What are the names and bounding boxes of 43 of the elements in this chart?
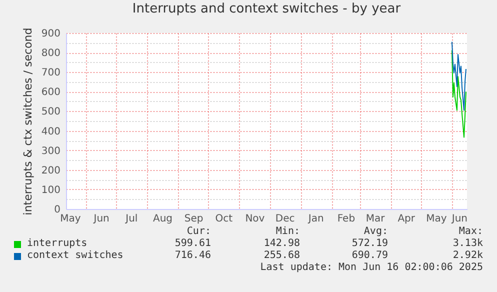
x-tick-label: Feb — [337, 214, 356, 224]
text: 3.13k — [452, 238, 483, 250]
x-tick-label: Jun — [92, 214, 110, 224]
x-tick-label: Aug — [152, 214, 173, 224]
x-tick-label: Apr — [398, 214, 416, 224]
y-tick-label: 900 — [41, 28, 60, 40]
x-tick-label: Oct — [215, 214, 233, 224]
x-tick-label: Jun — [450, 214, 468, 224]
y-axis-title: interrupts & ctx switches / second — [21, 28, 34, 216]
y-tick-label: 400 — [41, 126, 60, 138]
x-tick-label: Sep — [184, 214, 204, 224]
text: 716.46 — [174, 250, 211, 262]
text: Last update: Mon Jun 16 02:00:06 2025 — [260, 262, 483, 274]
legend-label: interrupts — [27, 238, 88, 250]
text: 599.61 — [174, 238, 211, 250]
text: 142.98 — [264, 238, 300, 250]
x-tick-label: May — [60, 214, 81, 224]
x-tick-label: Jan — [307, 214, 324, 224]
text: 572.19 — [352, 238, 388, 250]
x-tick-label: Dec — [275, 214, 295, 224]
x-tick-label: Jul — [124, 214, 138, 224]
y-tick-label: 600 — [41, 87, 60, 98]
y-tick-label: 100 — [41, 184, 60, 196]
y-tick-label: 500 — [41, 106, 60, 118]
legend-label: context switches — [27, 250, 124, 262]
x-tick-label: May — [426, 214, 447, 224]
x-tick-label: Nov — [245, 214, 265, 224]
y-tick-label: 200 — [41, 165, 60, 176]
chart-title: Interrupts and context switches - by year — [132, 1, 402, 16]
text: 255.68 — [264, 250, 300, 262]
text: Max: — [458, 226, 483, 238]
x-tick-label: Mar — [366, 214, 386, 224]
text: Cur: — [186, 226, 211, 238]
line-series — [451, 41, 466, 111]
line-series — [451, 50, 466, 138]
y-tick-label: 700 — [41, 68, 60, 79]
y-tick-label: 300 — [41, 146, 60, 157]
text: 690.79 — [352, 250, 388, 262]
text: Avg: — [364, 226, 388, 238]
text: Min: — [276, 226, 300, 238]
text: 2.92k — [452, 250, 483, 262]
y-tick-label: 0 — [54, 204, 60, 216]
y-tick-label: 800 — [41, 48, 60, 60]
